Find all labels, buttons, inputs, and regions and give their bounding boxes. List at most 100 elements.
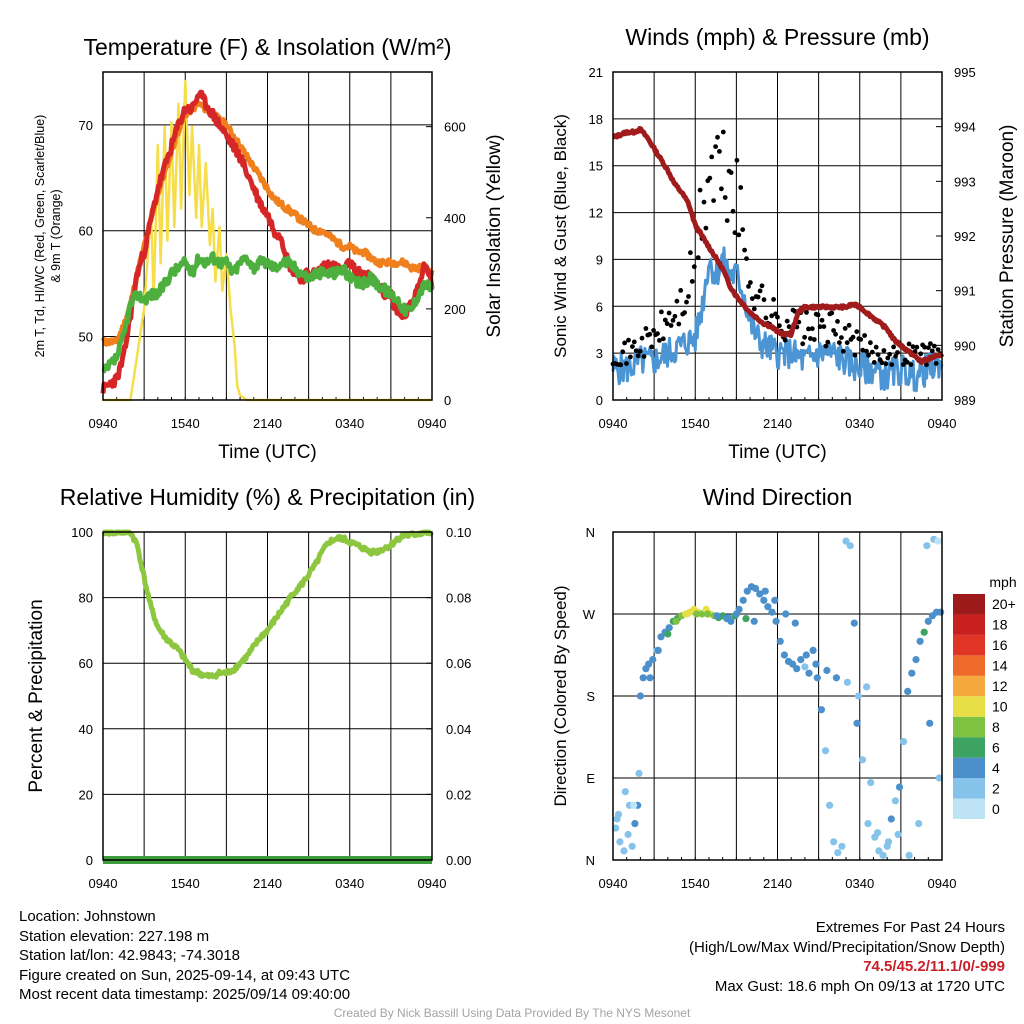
y-tick-label: 12 (589, 206, 603, 221)
gust-point (641, 354, 647, 359)
x-tick-label: 0940 (599, 876, 628, 891)
gust-point (860, 347, 866, 353)
gust-point (918, 351, 924, 357)
colorbar-swatch (953, 737, 985, 758)
gust-point (682, 310, 687, 315)
gust-point (775, 314, 780, 320)
gust-point (926, 345, 931, 351)
direction-point (693, 610, 701, 618)
gust-point (709, 154, 715, 160)
x-tick-label: 0340 (335, 876, 364, 891)
y-tick-label: N (586, 525, 595, 540)
direction-point (895, 783, 904, 791)
y-right-tick-label: 0.06 (446, 656, 471, 671)
gust-point (914, 344, 920, 350)
station-location: Location: Johnstown (19, 908, 156, 925)
gust-point (740, 227, 746, 233)
x-axis-label: Time (UTC) (728, 442, 827, 463)
gust-point (724, 218, 730, 224)
gust-point (742, 247, 747, 253)
colorbar-label: 8 (992, 719, 1000, 735)
gust-point (755, 294, 761, 300)
direction-point (636, 692, 645, 700)
y-tick-label: 9 (596, 252, 603, 267)
panel-title: Relative Humidity (%) & Precipitation (i… (60, 484, 475, 510)
gust-point (873, 344, 879, 350)
y-right-tick-label: 990 (954, 338, 976, 353)
direction-point (739, 596, 747, 604)
gust-point (660, 336, 666, 342)
gust-point (659, 309, 664, 315)
direction-point (905, 851, 913, 860)
gust-point (809, 326, 815, 332)
direction-point (791, 619, 799, 627)
gust-point (839, 335, 844, 340)
gust-point (893, 353, 898, 359)
direction-point (797, 656, 805, 664)
direction-point (900, 738, 908, 746)
gust-point (639, 335, 645, 341)
gust-point (666, 310, 672, 316)
gust-point (900, 362, 906, 367)
colorbar-label: 12 (992, 678, 1008, 694)
gust-point (935, 347, 941, 352)
plot-border (612, 71, 943, 401)
direction-point (771, 596, 779, 604)
direction-point (805, 669, 813, 677)
y-tick-label: E (586, 771, 595, 786)
y-right-tick-label: 0.08 (446, 591, 471, 606)
direction-point (782, 610, 790, 618)
direction-point (698, 610, 706, 618)
gust-point (703, 225, 709, 231)
x-tick-label: 2140 (253, 876, 282, 891)
extremes-heading: Extremes For Past 24 Hours (815, 919, 1005, 936)
gust-point (662, 317, 668, 323)
plot-border (612, 531, 943, 861)
x-tick-label: 0940 (928, 876, 957, 891)
gust-point (757, 288, 763, 294)
gust-point (734, 157, 740, 163)
gust-point (819, 317, 825, 323)
direction-point (645, 660, 653, 668)
y-right-tick-label: 600 (444, 120, 466, 135)
direction-point (879, 851, 887, 860)
gust-point (738, 185, 744, 190)
direction-point (920, 628, 928, 636)
direction-point (646, 674, 654, 682)
colorbar-label: 2 (992, 780, 1000, 796)
gust-point (933, 361, 939, 366)
gust-point (688, 250, 693, 256)
direction-point (934, 537, 942, 545)
direction-point (912, 656, 920, 664)
direction-point (854, 692, 863, 700)
colorbar-label: 0 (992, 801, 1000, 817)
gust-point (684, 299, 689, 305)
gust-point (695, 255, 701, 260)
panel-title: Wind Direction (703, 484, 853, 510)
gust-point (833, 331, 838, 337)
direction-point (624, 830, 632, 839)
gust-point (922, 344, 927, 350)
gust-point (782, 337, 788, 343)
direction-point (704, 610, 712, 618)
y-tick-label: 20 (79, 787, 93, 802)
plot-border (102, 531, 433, 861)
gust-point (686, 294, 691, 299)
direction-point (842, 537, 850, 545)
colorbar-label: 16 (992, 637, 1008, 653)
gust-point (628, 354, 633, 360)
gust-point (626, 337, 631, 343)
x-tick-label: 0340 (845, 876, 874, 891)
gust-point (730, 208, 736, 214)
gust-point (769, 313, 775, 319)
gust-point (777, 323, 782, 329)
gust-point (744, 256, 749, 261)
colorbar-swatch (953, 778, 985, 799)
direction-point (937, 608, 945, 616)
y-right-tick-label: 993 (954, 174, 976, 189)
gust-point (864, 348, 869, 354)
panel-title: Temperature (F) & Insolation (W/m²) (83, 34, 451, 60)
station-elevation: Station elevation: 227.198 m (19, 927, 210, 945)
y-tick-label: 60 (79, 656, 93, 671)
